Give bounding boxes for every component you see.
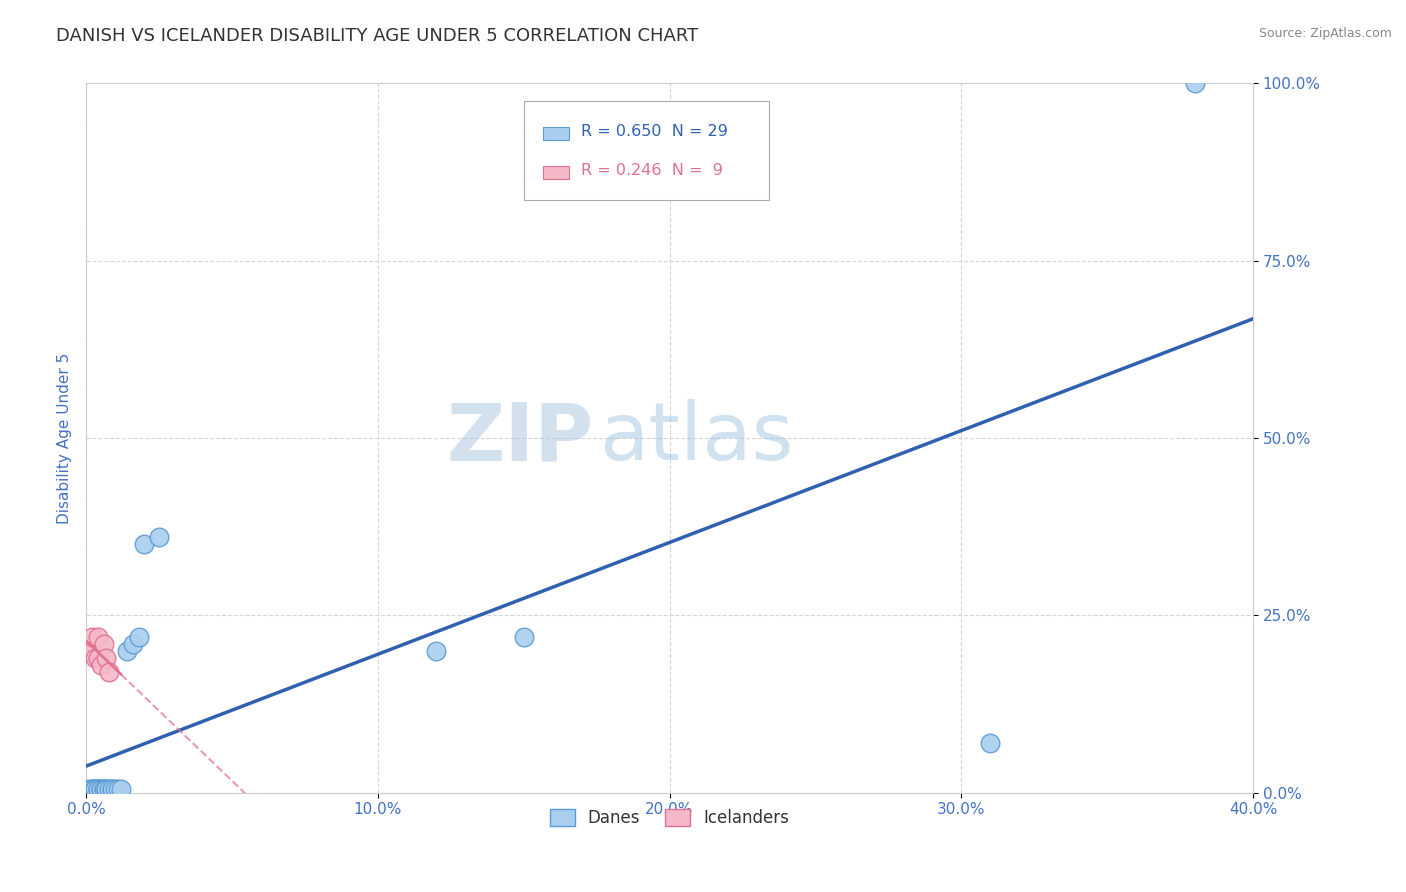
Point — [110, 782, 132, 797]
Point — [98, 782, 121, 797]
Point — [77, 644, 100, 658]
Point — [87, 782, 110, 797]
Point — [101, 782, 124, 797]
Point — [425, 644, 447, 658]
Point — [83, 782, 105, 797]
Text: R = 0.650  N = 29: R = 0.650 N = 29 — [581, 124, 728, 139]
Y-axis label: Disability Age Under 5: Disability Age Under 5 — [58, 352, 72, 524]
Point — [104, 782, 127, 797]
FancyBboxPatch shape — [523, 101, 769, 201]
Bar — [544, 166, 569, 179]
Point — [93, 782, 115, 797]
Point — [80, 782, 103, 797]
Text: DANISH VS ICELANDER DISABILITY AGE UNDER 5 CORRELATION CHART: DANISH VS ICELANDER DISABILITY AGE UNDER… — [56, 27, 699, 45]
Point — [83, 782, 105, 797]
Point — [90, 782, 112, 797]
Point — [96, 651, 118, 665]
Point — [128, 630, 150, 644]
Point — [121, 637, 143, 651]
Point — [93, 637, 115, 651]
Point — [1184, 77, 1206, 91]
Point — [512, 630, 534, 644]
Point — [80, 630, 103, 644]
Point — [979, 736, 1001, 750]
Point — [98, 665, 121, 679]
Point — [148, 530, 170, 544]
Point — [101, 782, 124, 797]
Point — [83, 782, 105, 797]
Text: ZIP: ZIP — [447, 399, 593, 477]
Point — [90, 658, 112, 673]
Point — [107, 782, 129, 797]
Point — [96, 782, 118, 797]
Point — [80, 782, 103, 797]
Point — [96, 782, 118, 797]
Point — [134, 537, 156, 551]
Point — [87, 782, 110, 797]
Text: atlas: atlas — [599, 399, 794, 477]
Point — [87, 630, 110, 644]
Bar — [544, 127, 569, 140]
Point — [83, 651, 105, 665]
Text: Source: ZipAtlas.com: Source: ZipAtlas.com — [1258, 27, 1392, 40]
Point — [87, 651, 110, 665]
Point — [90, 782, 112, 797]
Point — [115, 644, 138, 658]
Legend: Danes, Icelanders: Danes, Icelanders — [543, 803, 796, 834]
Text: R = 0.246  N =  9: R = 0.246 N = 9 — [581, 163, 723, 178]
Point — [77, 782, 100, 797]
Point — [93, 782, 115, 797]
